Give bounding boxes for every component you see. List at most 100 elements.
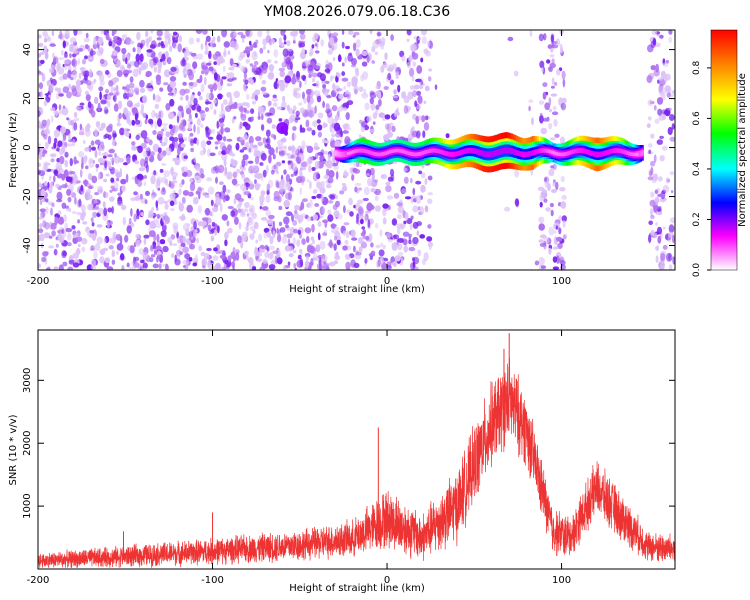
noise-dot (86, 226, 90, 230)
noise-dot (129, 76, 134, 83)
noise-dot (415, 104, 422, 110)
signal-cell (348, 151, 351, 155)
noise-dot (362, 229, 366, 236)
colorbar-tick-label: 0.0 (692, 263, 702, 278)
noise-dot (150, 60, 154, 69)
noise-dot (245, 225, 249, 232)
noise-dot (241, 211, 245, 216)
signal-cell (381, 152, 384, 156)
noise-dot (326, 183, 332, 189)
noise-dot (552, 40, 556, 47)
noise-dot (94, 149, 98, 158)
noise-dot (250, 116, 255, 122)
noise-dot (552, 246, 559, 250)
noise-dot (69, 47, 73, 52)
noise-dot (67, 133, 72, 141)
noise-dot (238, 106, 244, 113)
noise-dot (256, 172, 263, 180)
noise-dot (204, 50, 209, 55)
noise-dot (109, 189, 113, 193)
noise-dot (287, 145, 292, 151)
noise-dot (188, 71, 195, 81)
noise-dot (358, 161, 363, 168)
noise-dot (139, 193, 143, 200)
noise-dot (257, 115, 261, 120)
signal-cell (634, 152, 637, 156)
noise-dot (354, 67, 359, 73)
noise-dot (343, 205, 346, 214)
noise-dot (324, 150, 328, 155)
noise-dot (276, 182, 280, 188)
noise-dot (188, 82, 194, 86)
noise-dot (253, 60, 259, 66)
noise-dot (345, 93, 350, 98)
noise-dot (550, 85, 555, 89)
noise-dot (165, 263, 169, 268)
signal-cell (451, 151, 454, 157)
noise-dot (560, 201, 567, 209)
noise-dot (403, 95, 410, 104)
signal-cell (371, 151, 374, 156)
noise-dot (229, 58, 234, 67)
noise-dot (126, 64, 132, 69)
noise-dot (39, 223, 43, 229)
noise-dot (94, 128, 98, 138)
noise-dot (299, 187, 302, 195)
noise-dot (38, 42, 44, 47)
noise-dot (240, 240, 244, 249)
noise-dot (406, 61, 412, 69)
noise-dot (210, 128, 216, 134)
noise-dot (169, 193, 176, 200)
noise-dot (358, 134, 362, 139)
noise-dot (195, 165, 201, 172)
signal-cell (481, 150, 484, 157)
noise-dot (223, 50, 227, 58)
noise-dot (136, 46, 141, 54)
noise-dot (415, 78, 422, 83)
noise-dot (180, 119, 187, 127)
noise-dot (95, 163, 100, 168)
noise-dot (187, 118, 193, 123)
noise-dot (233, 32, 238, 37)
noise-dot (665, 252, 673, 262)
noise-dot (560, 102, 567, 111)
noise-dot (228, 66, 235, 71)
noise-dot (172, 42, 178, 50)
noise-dot (191, 104, 196, 111)
noise-dot (660, 70, 667, 80)
noise-dot (226, 72, 230, 79)
noise-dot (245, 30, 250, 37)
noise-dot (397, 205, 405, 214)
noise-dot (262, 137, 267, 144)
signal-cell (640, 150, 643, 157)
noise-dot (558, 258, 561, 263)
noise-dot (555, 225, 559, 230)
noise-dot (221, 76, 227, 80)
noise-dot (409, 85, 415, 90)
noise-dot (152, 93, 156, 101)
noise-dot (273, 164, 277, 170)
noise-dot (99, 91, 102, 101)
noise-dot (244, 191, 251, 196)
noise-dot (549, 137, 556, 141)
noise-dot (131, 176, 136, 180)
noise-dot (49, 181, 54, 189)
noise-dot (115, 91, 120, 96)
noise-dot (539, 201, 543, 208)
noise-dot (227, 227, 233, 234)
noise-dot (266, 117, 273, 124)
noise-dot (91, 222, 95, 227)
noise-dot (672, 234, 675, 244)
noise-dot (126, 69, 133, 74)
noise-dot (299, 107, 305, 114)
noise-dot (556, 255, 560, 265)
noise-dot (289, 226, 295, 236)
noise-dot (239, 136, 244, 141)
noise-dot (409, 67, 415, 77)
noise-dot (299, 175, 306, 183)
noise-dot (311, 44, 315, 49)
noise-dot (259, 206, 262, 210)
noise-dot (363, 186, 370, 196)
noise-dot (117, 100, 123, 110)
